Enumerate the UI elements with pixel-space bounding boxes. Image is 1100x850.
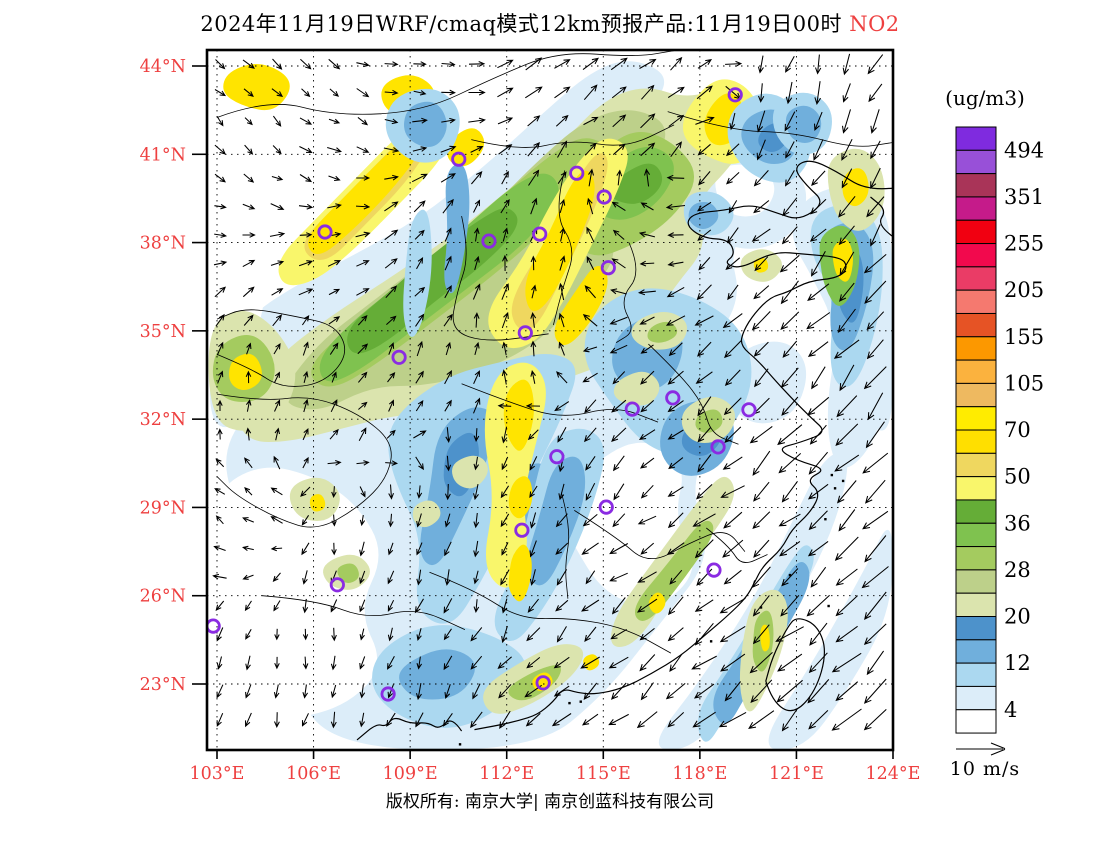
lon-tick-label: 118°E (672, 764, 727, 784)
colorbar-cell (955, 196, 997, 221)
city-marker (535, 675, 551, 691)
colorbar-cell (955, 499, 997, 524)
city-marker (598, 499, 614, 515)
colorbar-cell (955, 336, 997, 361)
lon-tick-label: 124°E (866, 764, 921, 784)
colorbar-cell (955, 546, 997, 571)
colorbar-tick-label: 20 (1004, 605, 1031, 629)
legend-units-label: (ug/m3) (945, 86, 1025, 110)
colorbar-tick-label: 36 (1004, 511, 1031, 535)
lon-tick-label: 112°E (479, 764, 534, 784)
colorbar-cell (955, 149, 997, 175)
colorbar-cell (955, 709, 997, 734)
colorbar-tick-label: 105 (1004, 371, 1044, 395)
concentration-field (207, 61, 893, 750)
colorbar-tick-label: 255 (1004, 232, 1044, 256)
page-title: 2024年11月19日WRF/cmaq模式12km预报产品:11月19日00时 … (0, 8, 1100, 38)
lon-tick-label: 121°E (769, 764, 824, 784)
wind-arrows (212, 53, 889, 732)
colorbar-cell (955, 406, 997, 431)
city-marker (517, 325, 533, 341)
colorbar-tick-label: 351 (1004, 185, 1044, 209)
colorbar-cell (955, 289, 997, 314)
city-marker (741, 402, 757, 418)
colorbar-tick-label: 28 (1004, 558, 1031, 582)
lat-tick-label: 44°N (140, 57, 186, 77)
wind-scale-arrow (956, 742, 1006, 756)
colorbar-cell (955, 452, 997, 478)
lat-tick-label: 29°N (140, 498, 186, 518)
colorbar-cell (955, 126, 997, 151)
colorbar-tick-label: 155 (1004, 325, 1044, 349)
city-marker (624, 401, 640, 417)
colorbar-cell (955, 359, 997, 384)
colorbar-cell (955, 266, 997, 291)
colorbar-cell (955, 592, 997, 618)
island-dots (458, 473, 845, 746)
colorbar-cell (955, 662, 997, 687)
title-text: 2024年11月19日WRF/cmaq模式12km预报产品:11月19日00时 (200, 12, 843, 36)
province-boundaries (216, 50, 893, 654)
colorbar-cell (955, 639, 997, 664)
city-markers (207, 87, 757, 702)
city-marker (706, 562, 722, 578)
colorbar-cell (955, 522, 997, 548)
colorbar-cell (955, 569, 997, 594)
map-border (205, 48, 895, 752)
lat-tick-label: 26°N (140, 587, 186, 607)
city-marker (317, 224, 333, 240)
colorbar-tick-label: 12 (1004, 651, 1031, 675)
colorbar-cell (955, 382, 997, 408)
city-marker (207, 618, 221, 634)
lon-tick-label: 106°E (286, 764, 341, 784)
city-marker (727, 87, 743, 103)
city-marker (514, 522, 530, 538)
colorbar-cell (955, 312, 997, 338)
axis-labels: 44°N 41°N 38°N 35°N 32°N 29°N 26°N 23°N 103°E 106… (140, 57, 921, 784)
map-area (207, 50, 893, 750)
lat-tick-label: 41°N (140, 145, 186, 165)
colorbar-cell (955, 685, 997, 711)
city-marker (329, 577, 345, 593)
lon-tick-label: 109°E (383, 764, 438, 784)
city-marker (600, 260, 616, 276)
lat-tick-label: 23°N (140, 675, 186, 695)
lon-tick-label: 103°E (190, 764, 245, 784)
lat-tick-label: 35°N (140, 322, 186, 342)
colorbar-tick-label: 50 (1004, 465, 1031, 489)
colorbar-tick-label: 205 (1004, 278, 1044, 302)
colorbar-cell (955, 173, 997, 198)
colorbar-tick-label: 70 (1004, 418, 1031, 442)
city-marker (481, 233, 497, 249)
colorbar-cell (955, 616, 997, 641)
city-marker (391, 349, 407, 365)
wind-scale-label: 10 m/s (949, 758, 1021, 780)
city-marker (569, 165, 585, 181)
city-marker (665, 390, 681, 406)
lat-tick-label: 32°N (140, 410, 186, 430)
colorbar-tick-label: 494 (1004, 138, 1044, 162)
city-marker (532, 226, 548, 242)
colorbar-cell (955, 476, 997, 501)
city-marker (596, 189, 612, 205)
colorbar: 494 351 255 205 155 105 70 50 36 28 20 12 4 (955, 126, 1044, 734)
city-marker (380, 686, 396, 702)
copyright-text: 版权所有: 南京大学| 南京创蓝科技有限公司 (385, 792, 715, 812)
colorbar-cell (955, 243, 997, 268)
species-label: NO2 (849, 12, 900, 36)
city-marker (710, 439, 726, 455)
city-marker (451, 151, 467, 167)
colorbar-tick-label: 4 (1004, 698, 1017, 722)
colorbar-cell (955, 219, 997, 245)
lon-tick-label: 115°E (576, 764, 631, 784)
lat-tick-label: 38°N (140, 234, 186, 254)
city-marker (549, 449, 565, 465)
colorbar-cell (955, 429, 997, 454)
